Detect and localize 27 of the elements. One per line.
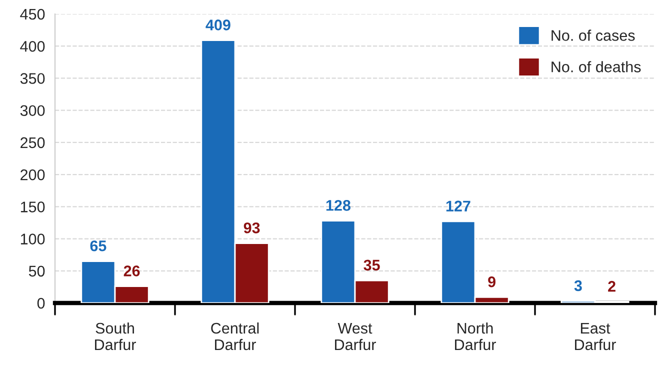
x-tick-label: South Darfur [95,322,136,350]
legend-label: No. of cases [552,30,635,41]
y-tick-label: 450 [20,8,45,20]
data-label: 127 [446,200,470,212]
data-label: 93 [244,222,260,234]
x-tick-label: North Darfur [455,322,496,350]
y-tick-label: 100 [20,234,45,244]
x-tick-label: West Darfur [335,323,376,350]
y-tick-label: 200 [20,169,45,180]
data-label: 65 [90,240,106,252]
data-label: 128 [326,200,350,211]
data-label: 9 [488,276,496,288]
y-tick-label: 350 [20,73,45,84]
y-tick-label: 250 [20,137,45,148]
x-tick-label: Central Darfur [211,322,259,350]
data-label: 26 [124,266,140,276]
y-tick-label: 300 [20,105,45,116]
y-tick-label: 150 [20,202,45,212]
y-tick-label: 400 [20,40,45,52]
y-tick-label: 0 [37,298,45,309]
data-label: 35 [364,260,380,271]
x-tick-label: East Darfur [575,323,616,350]
data-label: 409 [206,20,230,30]
legend-label: No. of deaths [552,61,641,72]
y-tick-label: 50 [28,266,45,277]
data-label: 2 [608,280,616,292]
data-label: 3 [574,280,582,292]
